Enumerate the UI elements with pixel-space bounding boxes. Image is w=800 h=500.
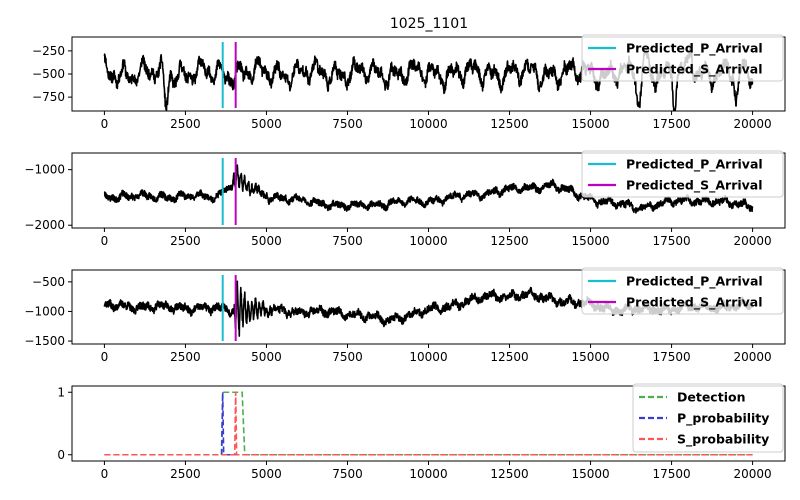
legend-label: Predicted_P_Arrival [626, 157, 763, 173]
x-tick-label: 12500 [490, 350, 528, 364]
x-tick-label: 15000 [571, 350, 609, 364]
y-tick-label: −750 [32, 90, 65, 104]
x-tick-label: 2500 [170, 117, 201, 131]
x-tick-label: 20000 [733, 467, 771, 481]
x-tick-label: 5000 [251, 467, 282, 481]
legend-label: Detection [677, 390, 745, 405]
y-tick-label: −1000 [24, 163, 65, 177]
x-tick-label: 15000 [571, 117, 609, 131]
detection-curve [104, 391, 753, 456]
x-tick-label: 15000 [571, 234, 609, 248]
legend-label: Predicted_P_Arrival [626, 41, 763, 57]
panel-2: 0 2500 5000 7500 10000 12500 15000 17500 20000 −1… [24, 150, 786, 248]
x-tick-label: 7500 [332, 117, 363, 131]
x-tick-label: 12500 [490, 117, 528, 131]
legend-label: Predicted_S_Arrival [626, 62, 763, 78]
x-tick-label: 7500 [332, 234, 363, 248]
panel-3: 0 2500 5000 7500 10000 12500 15000 17500 20000 −5… [24, 267, 786, 364]
x-tick-label: 5000 [251, 350, 282, 364]
legend-box [581, 150, 784, 198]
y-tick-label: −1500 [24, 334, 65, 348]
x-tick-label: 17500 [652, 350, 690, 364]
x-tick-label: 17500 [652, 117, 690, 131]
legend-label: Predicted_S_Arrival [626, 178, 763, 194]
x-tick-label: 10000 [409, 467, 447, 481]
plot-area [104, 391, 753, 456]
x-tick-label: 0 [101, 234, 109, 248]
figure-title: 1025_1101 [390, 16, 468, 32]
x-tick-label: 17500 [652, 467, 690, 481]
legend-label: P_probability [677, 411, 769, 427]
x-tick-label: 10000 [409, 350, 447, 364]
waveform-trace [103, 164, 754, 214]
y-tick-label: −2000 [24, 218, 65, 232]
x-tick-label: 2500 [170, 350, 201, 364]
legend: Predicted_P_Arrival Predicted_S_Arrival [581, 34, 784, 82]
panel-1: 0 2500 5000 7500 10000 12500 15000 17500 20000 −2… [32, 34, 786, 131]
x-tick-label: 0 [101, 350, 109, 364]
y-tick-label: −500 [32, 67, 65, 81]
x-tick-label: 10000 [409, 234, 447, 248]
y-tick-label: −1000 [24, 304, 65, 318]
x-tick-label: 20000 [733, 117, 771, 131]
legend-label: Predicted_S_Arrival [626, 295, 763, 311]
x-tick-label: 7500 [332, 350, 363, 364]
panel-4: 0 2500 5000 7500 10000 12500 15000 17500 20000 0 1… [57, 383, 786, 481]
x-tick-label: 20000 [733, 234, 771, 248]
x-tick-label: 7500 [332, 467, 363, 481]
y-tick-label: −500 [32, 275, 65, 289]
x-tick-label: 12500 [490, 234, 528, 248]
x-tick-label: 12500 [490, 467, 528, 481]
x-tick-label: 10000 [409, 117, 447, 131]
x-tick-label: 0 [101, 467, 109, 481]
legend-box [581, 267, 784, 315]
x-tick-label: 2500 [170, 234, 201, 248]
legend-label: Predicted_P_Arrival [626, 274, 763, 290]
y-tick-label: 0 [57, 448, 65, 462]
x-tick-label: 5000 [251, 117, 282, 131]
y-tick-label: 1 [57, 385, 65, 399]
x-tick-label: 5000 [251, 234, 282, 248]
x-tick-label: 2500 [170, 467, 201, 481]
legend-box [581, 34, 784, 82]
plot-area [103, 158, 754, 225]
legend-box [632, 383, 784, 453]
legend-label: S_probability [677, 432, 769, 448]
legend: Predicted_P_Arrival Predicted_S_Arrival [581, 150, 784, 198]
x-tick-label: 0 [101, 117, 109, 131]
s-probability-curve [104, 392, 753, 456]
x-tick-label: 15000 [571, 467, 609, 481]
legend: Detection P_probability S_probability [632, 383, 784, 453]
legend: Predicted_P_Arrival Predicted_S_Arrival [581, 267, 784, 315]
x-tick-label: 17500 [652, 234, 690, 248]
x-tick-label: 20000 [733, 350, 771, 364]
y-tick-label: −250 [32, 44, 65, 58]
